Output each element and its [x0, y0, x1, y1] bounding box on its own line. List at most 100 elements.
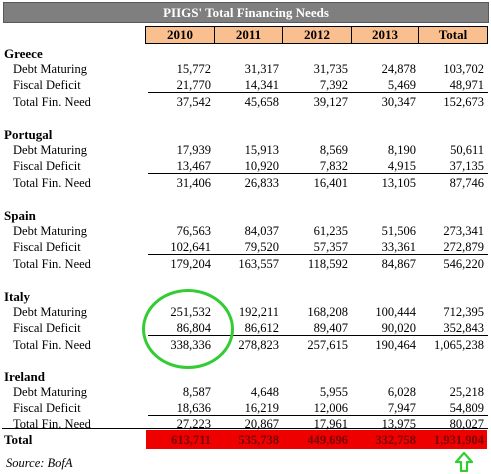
country-name: Ireland	[4, 369, 45, 384]
row-label-total: Total Fin. Need	[13, 176, 91, 190]
cell: 16,401	[313, 176, 348, 190]
row-label-debt: Debt Maturing	[13, 62, 87, 76]
row-label-deficit: Fiscal Deficit	[13, 401, 81, 415]
cell: 31,317	[244, 62, 279, 76]
cell: 17,939	[176, 143, 211, 157]
grand-total-highlight	[146, 430, 487, 449]
row-label-total: Total Fin. Need	[13, 257, 91, 271]
cell: 7,947	[387, 401, 416, 415]
cell: 7,392	[319, 78, 348, 92]
cell: 712,395	[443, 305, 484, 319]
grand-total-cell: 332,758	[375, 433, 416, 447]
cell: 100,444	[375, 305, 416, 319]
cell: 61,235	[313, 224, 348, 238]
column-header-2011: 2011	[214, 26, 283, 44]
cell: 352,843	[443, 321, 484, 335]
cell: 17,961	[313, 417, 348, 431]
cell: 5,469	[387, 78, 416, 92]
cell: 152,673	[443, 95, 484, 109]
row-label-debt: Debt Maturing	[13, 305, 87, 319]
green-circle-highlight	[142, 289, 234, 369]
column-header-2010: 2010	[145, 26, 215, 44]
cell: 8,587	[182, 385, 211, 399]
cell: 1,065,238	[434, 338, 484, 352]
country-name: Portugal	[4, 127, 53, 142]
cell: 86,612	[244, 321, 279, 335]
cell: 15,913	[244, 143, 279, 157]
cell: 14,341	[244, 78, 279, 92]
cell: 5,955	[319, 385, 348, 399]
cell: 84,037	[244, 224, 279, 238]
cell: 4,915	[387, 159, 416, 173]
row-label-deficit: Fiscal Deficit	[13, 78, 81, 92]
subtotal-rule	[148, 254, 488, 255]
cell: 15,772	[176, 62, 211, 76]
cell: 168,208	[307, 305, 348, 319]
green-up-arrow-icon	[455, 452, 473, 472]
cell: 39,127	[313, 95, 348, 109]
table-title: PIIGS' Total Financing Needs	[3, 2, 489, 23]
cell: 273,341	[443, 224, 484, 238]
grand-total-label: Total	[4, 432, 33, 447]
subtotal-rule	[148, 92, 488, 93]
cell: 27,223	[176, 417, 211, 431]
cell: 257,615	[307, 338, 348, 352]
cell: 33,361	[381, 240, 416, 254]
cell: 8,569	[319, 143, 348, 157]
cell: 21,770	[176, 78, 211, 92]
cell: 57,357	[313, 240, 348, 254]
cell: 37,542	[176, 95, 211, 109]
cell: 6,028	[387, 385, 416, 399]
grand-total-rule	[2, 428, 488, 429]
grand-total-cell: 613,711	[171, 433, 211, 447]
cell: 37,135	[449, 159, 484, 173]
cell: 118,592	[307, 257, 348, 271]
subtotal-rule	[148, 415, 488, 416]
row-label-total: Total Fin. Need	[13, 338, 91, 352]
column-header-total: Total	[418, 26, 488, 44]
cell: 54,809	[449, 401, 484, 415]
cell: 103,702	[443, 62, 484, 76]
cell: 10,920	[244, 159, 279, 173]
source-note: Source: BofA	[6, 456, 73, 470]
cell: 163,557	[238, 257, 279, 271]
cell: 4,648	[250, 385, 279, 399]
cell: 190,464	[375, 338, 416, 352]
cell: 79,520	[244, 240, 279, 254]
cell: 90,020	[381, 321, 416, 335]
column-header-2013: 2013	[351, 26, 419, 44]
grand-total-cell: 449,696	[307, 433, 348, 447]
cell: 192,211	[238, 305, 279, 319]
grand-total-cell: 535,738	[238, 433, 279, 447]
cell: 179,204	[170, 257, 211, 271]
cell: 8,190	[387, 143, 416, 157]
cell: 13,975	[381, 417, 416, 431]
row-label-debt: Debt Maturing	[13, 224, 87, 238]
cell: 50,611	[450, 143, 484, 157]
cell: 16,219	[244, 401, 279, 415]
cell: 89,407	[313, 321, 348, 335]
country-name: Italy	[4, 289, 30, 304]
row-label-total: Total Fin. Need	[13, 95, 91, 109]
cell: 76,563	[176, 224, 211, 238]
column-header-2012: 2012	[282, 26, 352, 44]
country-name: Greece	[4, 46, 43, 61]
cell: 102,641	[170, 240, 211, 254]
cell: 13,467	[176, 159, 211, 173]
country-name: Spain	[4, 208, 36, 223]
row-label-deficit: Fiscal Deficit	[13, 159, 81, 173]
cell: 51,506	[381, 224, 416, 238]
cell: 13,105	[381, 176, 416, 190]
subtotal-rule	[148, 335, 488, 336]
grand-total-cell: 1,931,904	[434, 433, 484, 447]
cell: 7,832	[319, 159, 348, 173]
subtotal-rule	[148, 173, 488, 174]
cell: 20,867	[244, 417, 279, 431]
row-label-total: Total Fin. Need	[13, 417, 91, 431]
row-label-debt: Debt Maturing	[13, 143, 87, 157]
cell: 80,027	[449, 417, 484, 431]
cell: 24,878	[381, 62, 416, 76]
cell: 12,006	[313, 401, 348, 415]
row-label-debt: Debt Maturing	[13, 385, 87, 399]
cell: 45,658	[244, 95, 279, 109]
